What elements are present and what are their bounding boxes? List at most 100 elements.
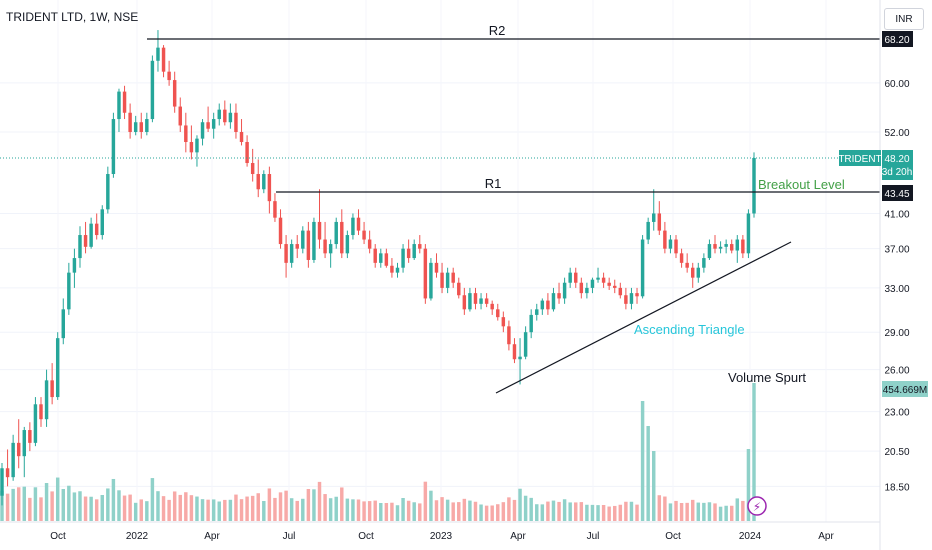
candle-body — [401, 248, 405, 268]
volume-bar — [663, 496, 667, 521]
volume-bar — [11, 488, 15, 521]
r1-price-tag — [882, 185, 913, 201]
volume-bar — [128, 494, 132, 521]
volume-bar — [228, 499, 233, 521]
volume-bar — [323, 494, 327, 521]
volume-bar — [328, 498, 333, 521]
volume-bar — [189, 495, 194, 521]
candle-body — [668, 239, 673, 249]
volume-bar — [512, 499, 517, 521]
currency-button[interactable]: INR — [884, 8, 924, 30]
candle-body — [167, 71, 171, 81]
candle-body — [724, 244, 728, 247]
candle-body — [384, 253, 389, 266]
volume-bar — [390, 502, 394, 521]
volume-bar — [122, 495, 127, 521]
symbol-tag — [839, 150, 881, 166]
candle-body — [111, 119, 116, 175]
candle-body — [707, 244, 712, 259]
volume-bar — [161, 496, 166, 521]
volume-bar — [607, 506, 611, 521]
volume-bar — [373, 500, 377, 521]
event-flash-icon[interactable] — [747, 496, 767, 516]
candle-body — [139, 122, 143, 132]
volume-bar — [289, 498, 294, 521]
candle-body — [16, 442, 21, 457]
volume-bar — [334, 496, 338, 521]
candle-body — [462, 295, 467, 310]
r1-price-text: 43.45 — [884, 189, 909, 200]
volume-bar — [707, 502, 712, 521]
y-tick-label: 37.00 — [884, 245, 909, 256]
candle-body — [434, 262, 439, 273]
volume-bar — [317, 481, 322, 521]
candle-body — [100, 209, 104, 236]
volume-bar — [61, 489, 66, 521]
volume-bar — [640, 401, 645, 521]
x-tick-label: 2023 — [430, 531, 453, 542]
candle-body — [289, 244, 294, 263]
volume-bar — [217, 501, 221, 521]
volume-bar — [429, 490, 433, 521]
flash-icon-glyph: ⚡ — [753, 500, 761, 514]
volume-bar — [267, 488, 272, 521]
volume-bar — [395, 505, 400, 521]
candle-body — [83, 235, 88, 247]
candle-body — [613, 285, 617, 288]
volume-bar — [150, 478, 155, 521]
candle-body — [195, 138, 199, 153]
y-tick-label: 41.00 — [884, 209, 909, 220]
candle-body — [523, 332, 528, 357]
volume-bar — [624, 501, 628, 521]
volume-bar — [273, 497, 277, 521]
candle-body — [278, 217, 283, 245]
candle-body — [22, 430, 27, 457]
volume-bar — [702, 502, 706, 521]
volume-bar — [139, 499, 143, 521]
y-tick-label: 23.00 — [884, 408, 909, 419]
volume-bars — [0, 383, 756, 521]
volume-bar — [33, 487, 38, 521]
candle-body — [267, 174, 272, 202]
volume-bar — [379, 503, 383, 521]
candle-body — [568, 272, 572, 283]
volume-bar — [451, 502, 455, 521]
candle-body — [663, 230, 667, 249]
candle-body — [301, 230, 305, 249]
candle-body — [122, 91, 127, 113]
candle-body — [55, 338, 60, 398]
x-tick-label: 2022 — [126, 531, 149, 542]
candle-body — [490, 303, 494, 310]
volume-bar — [551, 500, 556, 521]
candle-body — [429, 262, 433, 299]
volume-bar — [535, 504, 539, 521]
candle-body — [562, 282, 567, 299]
candle-body — [418, 244, 422, 249]
r2-label: R2 — [489, 23, 506, 38]
candle-body — [735, 239, 740, 251]
candle-body — [406, 248, 411, 259]
volume-bar — [490, 505, 494, 521]
volume-bar — [473, 501, 478, 521]
candle-body — [145, 119, 149, 132]
volume-bar — [167, 499, 171, 521]
candle-body — [262, 174, 266, 190]
y-tick-label: 60.00 — [884, 79, 909, 90]
candle-body — [256, 174, 260, 190]
volume-bar — [718, 506, 723, 521]
volume-tag — [882, 381, 928, 397]
last-price-tag — [882, 150, 913, 180]
volume-bar — [412, 502, 416, 521]
candle-body — [356, 217, 361, 231]
candle-body — [412, 244, 416, 259]
candle-body — [72, 258, 77, 273]
candle-body — [150, 60, 155, 120]
volume-bar — [83, 496, 88, 521]
volume-bar — [94, 499, 99, 521]
volume-bar — [211, 499, 216, 521]
y-tick-label: 20.50 — [884, 447, 909, 458]
candle-body — [512, 344, 517, 360]
candle-body — [685, 262, 689, 268]
candle-body — [535, 309, 539, 315]
